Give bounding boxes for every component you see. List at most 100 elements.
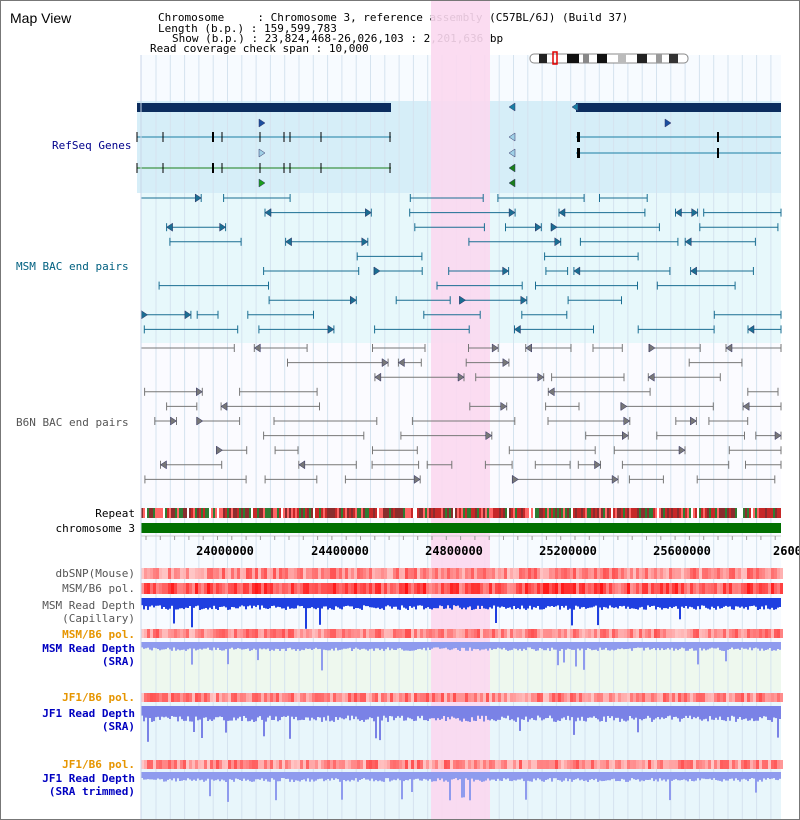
depth-bar xyxy=(677,706,679,719)
repeat-segment xyxy=(675,508,677,518)
heat-cell xyxy=(606,760,609,769)
depth-bar xyxy=(533,772,535,779)
heat-cell xyxy=(747,760,750,769)
depth-bar xyxy=(295,642,297,651)
heat-cell xyxy=(477,693,480,702)
repeat-segment xyxy=(663,508,665,518)
refseq-gene-track[interactable] xyxy=(136,102,781,188)
depth-bar xyxy=(247,598,249,607)
depth-bar xyxy=(739,598,741,608)
depth-bar xyxy=(719,706,721,717)
heat-cell xyxy=(555,568,558,579)
heat-cell xyxy=(483,583,486,594)
depth-bar xyxy=(483,598,485,609)
heat-cell xyxy=(537,583,540,594)
depth-bar xyxy=(549,642,551,651)
heat-cell xyxy=(411,693,414,702)
depth-bar xyxy=(643,706,645,719)
heat-cell xyxy=(480,583,483,594)
depth-bar xyxy=(273,706,275,720)
heat-cell xyxy=(621,583,624,594)
depth-bar xyxy=(359,772,361,780)
msm-bac-end-pairs[interactable] xyxy=(140,193,782,334)
heat-cell xyxy=(420,583,423,594)
depth-bar xyxy=(271,772,273,779)
depth-bar xyxy=(445,772,447,781)
depth-bar xyxy=(381,642,383,649)
depth-bar xyxy=(251,598,253,609)
depth-bar xyxy=(389,642,391,651)
heat-cell xyxy=(198,760,201,769)
b6n-bac-end-pairs[interactable] xyxy=(140,343,782,484)
heat-cell xyxy=(282,693,285,702)
depth-bar xyxy=(303,706,305,720)
heat-cell xyxy=(780,629,783,638)
heat-cell xyxy=(153,629,156,638)
chromosome-ideogram[interactable] xyxy=(529,51,689,65)
depth-bar xyxy=(243,706,245,716)
polymorphism-heat-tracks[interactable] xyxy=(141,568,783,769)
heat-cell xyxy=(588,583,591,594)
heat-cell xyxy=(309,760,312,769)
heat-cell xyxy=(648,583,651,594)
depth-bar xyxy=(471,598,473,610)
repeat-segment xyxy=(735,508,737,518)
repeat-segment xyxy=(375,508,377,518)
heat-cell xyxy=(684,629,687,638)
depth-bar xyxy=(147,598,149,610)
heat-cell xyxy=(651,583,654,594)
depth-bar xyxy=(231,706,233,721)
depth-bar xyxy=(267,772,269,782)
depth-bar xyxy=(343,772,345,780)
heat-cell xyxy=(408,760,411,769)
heat-cell xyxy=(438,568,441,579)
repeat-segment xyxy=(325,508,327,518)
heat-cell xyxy=(633,583,636,594)
depth-bar xyxy=(563,772,565,781)
depth-bar xyxy=(265,642,267,650)
heat-cell xyxy=(237,693,240,702)
bac-end-arrow-icon xyxy=(554,237,562,247)
repeat-segment xyxy=(541,508,543,518)
gene-block[interactable] xyxy=(137,103,391,112)
heat-cell xyxy=(594,693,597,702)
heat-cell xyxy=(381,568,384,579)
heat-cell xyxy=(576,568,579,579)
depth-bar xyxy=(743,598,745,609)
heat-cell xyxy=(477,629,480,638)
heat-cell xyxy=(384,568,387,579)
depth-bar xyxy=(301,598,303,606)
heat-cell xyxy=(276,693,279,702)
depth-bar xyxy=(603,642,605,650)
gene-block[interactable] xyxy=(576,103,781,112)
depth-bar xyxy=(377,772,379,782)
read-depth-tracks[interactable] xyxy=(141,598,781,802)
depth-bar xyxy=(775,598,777,610)
heat-cell xyxy=(162,568,165,579)
depth-bar xyxy=(451,598,453,610)
heat-cell xyxy=(597,583,600,594)
chromosome-bar[interactable] xyxy=(141,523,781,533)
heat-cell xyxy=(645,693,648,702)
track-label-refseq: RefSeq Genes xyxy=(52,139,132,152)
repeat-segment xyxy=(773,508,775,518)
depth-bar xyxy=(443,706,445,716)
heat-cell xyxy=(204,693,207,702)
depth-bar xyxy=(377,642,379,649)
repeat-segment xyxy=(175,508,177,518)
heat-cell xyxy=(420,760,423,769)
heat-cell xyxy=(375,568,378,579)
repeat-track[interactable] xyxy=(141,508,781,518)
heat-cell xyxy=(465,693,468,702)
heat-cell xyxy=(309,693,312,702)
depth-bar xyxy=(681,598,683,607)
heat-cell xyxy=(225,760,228,769)
heat-cell xyxy=(738,693,741,702)
depth-bar xyxy=(263,642,265,649)
heat-cell xyxy=(318,583,321,594)
depth-bar xyxy=(269,642,271,651)
depth-bar xyxy=(321,706,323,722)
heat-cell xyxy=(567,568,570,579)
depth-bar xyxy=(637,598,639,610)
